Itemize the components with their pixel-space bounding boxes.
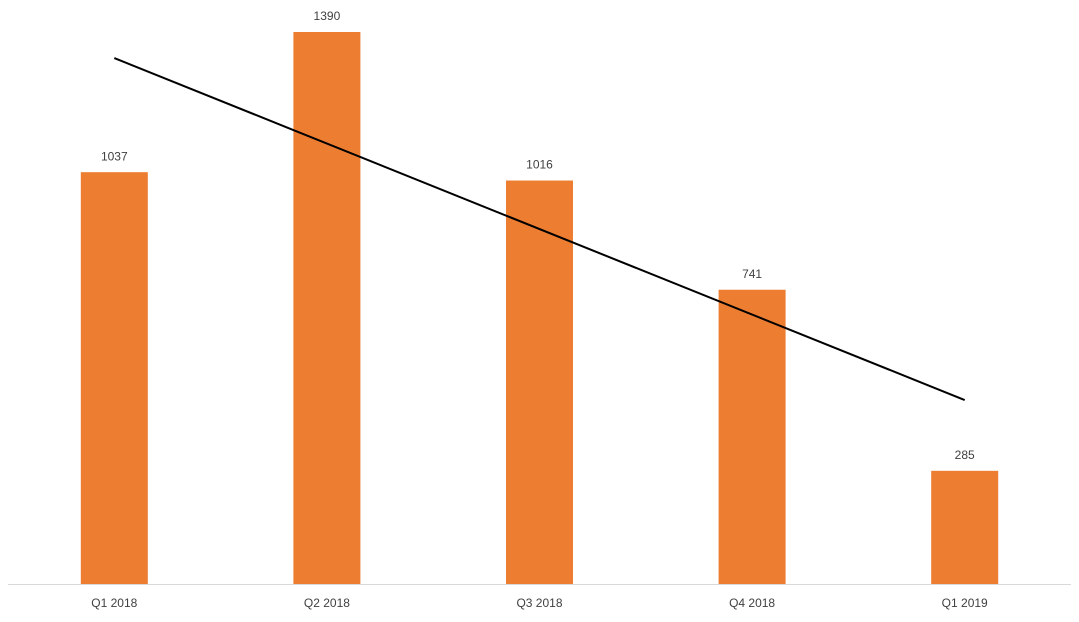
- bar: [718, 289, 786, 584]
- value-label: 1037: [101, 149, 128, 163]
- value-label: 741: [742, 267, 762, 281]
- trendline: [113, 57, 966, 401]
- bar: [293, 32, 361, 584]
- x-tick-label: Q1 2018: [91, 596, 137, 610]
- value-label: 285: [955, 448, 975, 462]
- x-tick-label: Q2 2018: [304, 596, 350, 610]
- value-label: 1016: [526, 158, 553, 172]
- x-tick-label: Q4 2018: [729, 596, 775, 610]
- value-label: 1390: [314, 9, 341, 23]
- bar: [80, 172, 148, 584]
- bar: [931, 470, 999, 584]
- bar: [506, 180, 573, 584]
- x-tick-label: Q3 2018: [516, 596, 562, 610]
- x-tick-label: Q1 2019: [942, 596, 988, 610]
